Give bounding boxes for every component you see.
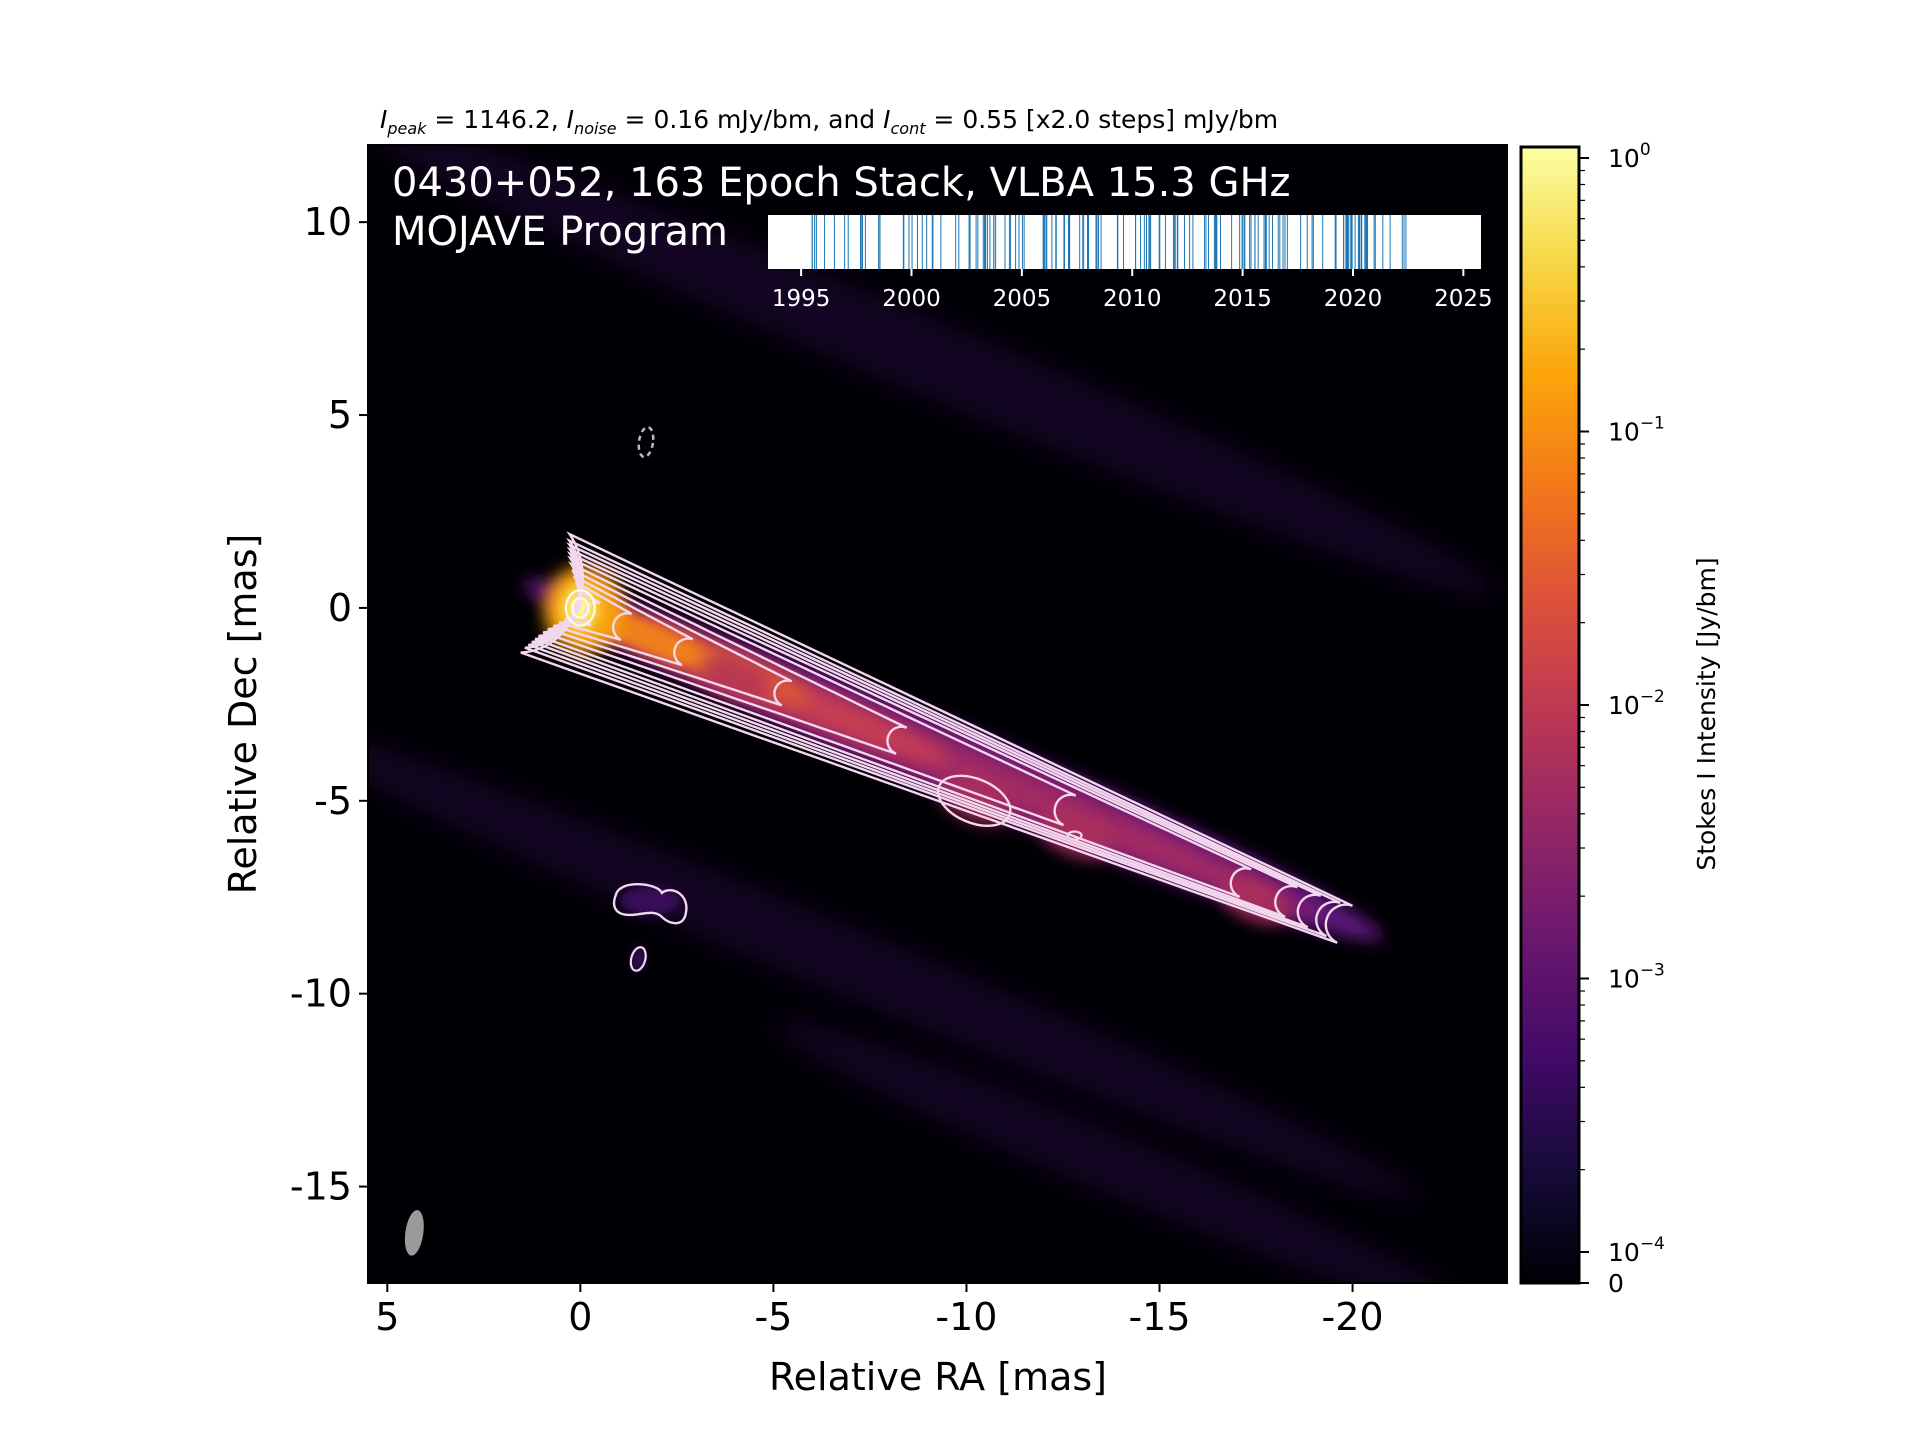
contour-line — [629, 946, 647, 972]
colorbar-label: Stokes I Intensity [Jy/bm] — [1692, 557, 1721, 870]
x-tick-label: 5 — [375, 1295, 399, 1339]
image-panel: 0430+052, 163 Epoch Stack, VLBA 15.3 GHz… — [367, 144, 1508, 1284]
y-tick-label: 10 — [304, 200, 352, 244]
jet-knot — [698, 653, 771, 701]
header-line: Ipeak = 1146.2, Inoise = 0.16 mJy/bm, an… — [380, 105, 1278, 138]
x-tick-label: 0 — [568, 1295, 592, 1339]
contour-line — [564, 589, 596, 627]
epoch-timeline: 1995 2000 2005 2010 2015 2020 2025 — [768, 215, 1493, 312]
colorbar-ticks: 100 10−1 10−2 10−3 10−40 — [1579, 140, 1665, 1298]
timeline-tick-label: 2020 — [1324, 286, 1383, 312]
x-axis: 5 0 -5 -10 -15 -20 — [375, 1283, 1384, 1339]
isolated-emission — [631, 946, 646, 971]
epoch-lines — [811, 215, 1407, 269]
timeline-tick-label: 2025 — [1434, 286, 1493, 312]
colorbar: 100 10−1 10−2 10−3 10−40 Stokes I Intensity … — [1519, 140, 1721, 1298]
contour-line — [558, 581, 633, 641]
colorbar-tick-label: 100 — [1608, 140, 1651, 173]
timeline-tick-label: 2005 — [993, 286, 1052, 312]
y-axis: 10 5 0 -5 -10 -15 — [290, 200, 368, 1209]
contour-layer — [520, 531, 1354, 972]
x-tick-label: -10 — [935, 1295, 997, 1339]
y-tick-label: -10 — [290, 972, 352, 1016]
x-tick-label: -15 — [1128, 1295, 1190, 1339]
colorbar-tick-label: 10−2 — [1608, 687, 1665, 720]
y-axis-label: Relative Dec [mas] — [221, 534, 265, 895]
contour-line — [571, 597, 590, 619]
x-axis-label: Relative RA [mas] — [769, 1355, 1107, 1399]
program-title: MOJAVE Program — [392, 209, 728, 255]
source-title: 0430+052, 163 Epoch Stack, VLBA 15.3 GHz — [392, 160, 1291, 206]
sidelobe — [368, 723, 1424, 1202]
timeline-tick-label: 2000 — [882, 286, 941, 312]
x-tick-label: -20 — [1322, 1295, 1384, 1339]
sidelobe — [368, 145, 1501, 597]
timeline-tick-label: 2015 — [1213, 286, 1272, 312]
y-tick-label: -15 — [290, 1165, 352, 1209]
contour-line — [936, 774, 1012, 827]
isolated-emission — [619, 887, 680, 916]
colorbar-tick-label: 10−1 — [1608, 414, 1665, 447]
timeline-tick-label: 1995 — [772, 286, 831, 312]
y-tick-label: 0 — [328, 586, 352, 630]
beam-ellipse — [404, 1210, 424, 1256]
jet-emission — [368, 145, 1501, 1283]
colorbar-tick-label: 10−4 — [1608, 1234, 1665, 1267]
colorbar-tick-label: 0 — [1608, 1269, 1624, 1298]
colorbar-tick-label: 10−3 — [1608, 961, 1665, 994]
x-tick-label: -5 — [754, 1295, 792, 1339]
y-tick-label: 5 — [328, 393, 352, 437]
dashed-marker — [637, 425, 655, 459]
y-tick-label: -5 — [314, 779, 352, 823]
contour-line — [612, 883, 688, 925]
image-frame — [367, 144, 1508, 1284]
contour-line — [1066, 830, 1083, 841]
sidelobe — [769, 1019, 1473, 1283]
timeline-axis: 1995 2000 2005 2010 2015 2020 2025 — [772, 269, 1493, 312]
colorbar-gradient — [1519, 145, 1581, 1285]
timeline-tick-label: 2010 — [1103, 286, 1162, 312]
